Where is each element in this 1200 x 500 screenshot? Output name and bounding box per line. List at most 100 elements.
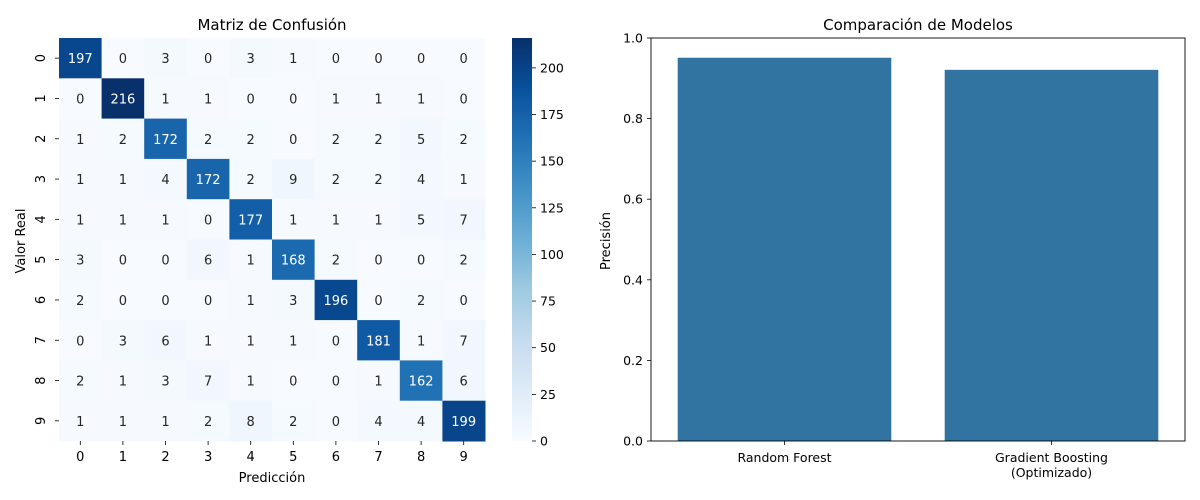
heatmap-cell-value: 2 xyxy=(374,173,382,188)
heatmap-cell-value: 0 xyxy=(460,92,468,107)
heatmap-cell-value: 0 xyxy=(374,52,382,67)
heatmap-cell xyxy=(59,78,103,120)
heatmap-cell xyxy=(314,239,358,281)
heatmap-cell xyxy=(399,78,443,120)
heatmap-cell xyxy=(442,199,486,240)
heatmap-cell xyxy=(144,360,188,402)
heatmap-cell-value: 2 xyxy=(417,294,425,309)
heatmap-x-tick-label: 5 xyxy=(289,450,297,465)
heatmap-cell xyxy=(229,239,273,281)
heatmap-y-axis-label: Valor Real xyxy=(14,209,29,274)
heatmap-x-axis-label: Predicción xyxy=(239,471,306,486)
heatmap-cell-value: 2 xyxy=(76,375,84,390)
heatmap-cell-value: 3 xyxy=(76,254,84,269)
heatmap-cell xyxy=(186,239,230,281)
heatmap-cell-value: 0 xyxy=(204,213,212,228)
heatmap-cell xyxy=(186,78,230,120)
heatmap-cell xyxy=(229,38,273,79)
colorbar-tick-label: 200 xyxy=(540,60,564,75)
heatmap-cell-value: 6 xyxy=(460,375,468,390)
heatmap-x-tick-label: 8 xyxy=(417,450,425,465)
heatmap-cell-value: 0 xyxy=(332,52,340,67)
heatmap-cell-value: 8 xyxy=(247,415,255,430)
heatmap-cell xyxy=(229,118,273,160)
heatmap-cell xyxy=(442,118,486,160)
heatmap-cell-value: 1 xyxy=(119,173,127,188)
bar-chart-x-ticks: Random Forest Gradient Boosting (Optimizad… xyxy=(737,441,1108,480)
heatmap-cell-value: 4 xyxy=(417,415,425,430)
heatmap-cell xyxy=(144,158,188,200)
heatmap-cell xyxy=(186,279,230,321)
heatmap-cell xyxy=(272,360,316,402)
heatmap-cell-value: 199 xyxy=(451,415,476,430)
heatmap-y-tick-label: 2 xyxy=(34,135,49,143)
heatmap-cell xyxy=(357,360,401,402)
heatmap-cell xyxy=(59,158,103,200)
heatmap-cell-value: 0 xyxy=(204,52,212,67)
heatmap-cell xyxy=(442,158,486,200)
heatmap-cell-value: 0 xyxy=(161,254,169,269)
heatmap-cell-value: 1 xyxy=(161,415,169,430)
heatmap-cell xyxy=(229,199,273,240)
heatmap-cell-value: 0 xyxy=(247,92,255,107)
heatmap-cell xyxy=(314,400,358,442)
heatmap-cell-value: 2 xyxy=(76,294,84,309)
heatmap-title: Matriz de Confusión xyxy=(197,16,346,34)
bar-chart-x-tick-label: Random Forest xyxy=(737,450,831,465)
heatmap-cell xyxy=(442,78,486,120)
heatmap-cell xyxy=(399,158,443,200)
heatmap-cell-value: 2 xyxy=(204,415,212,430)
heatmap-y-tick-label: 6 xyxy=(34,296,49,304)
heatmap-y-tick-label: 8 xyxy=(34,376,49,384)
heatmap-cell xyxy=(399,360,443,402)
heatmap-cell-value: 3 xyxy=(161,375,169,390)
heatmap-cell-value: 0 xyxy=(119,254,127,269)
heatmap-cell xyxy=(186,38,230,79)
heatmap-cell xyxy=(357,38,401,79)
heatmap-cell xyxy=(357,400,401,442)
heatmap-cell xyxy=(186,118,230,160)
heatmap-cell xyxy=(442,360,486,402)
heatmap-cell-value: 1 xyxy=(289,52,297,67)
heatmap-cell xyxy=(357,199,401,240)
heatmap-cell xyxy=(101,118,145,160)
heatmap-cell-value: 0 xyxy=(332,415,340,430)
heatmap-y-tick-label: 1 xyxy=(34,94,49,102)
heatmap-cell xyxy=(357,320,401,361)
bar xyxy=(677,57,892,441)
heatmap-cell-value: 0 xyxy=(76,334,84,349)
heatmap-cell xyxy=(101,78,145,120)
heatmap-cell xyxy=(144,38,188,79)
heatmap-cell xyxy=(399,118,443,160)
heatmap-cell-value: 2 xyxy=(247,173,255,188)
heatmap-cell-value: 2 xyxy=(460,133,468,148)
heatmap-cell-value: 0 xyxy=(374,254,382,269)
heatmap-cell-value: 1 xyxy=(247,334,255,349)
heatmap-cell-value: 0 xyxy=(417,52,425,67)
heatmap-cell xyxy=(399,279,443,321)
heatmap-cell-value: 168 xyxy=(281,254,306,269)
heatmap-cell xyxy=(186,199,230,240)
heatmap-cell-value: 197 xyxy=(68,52,93,67)
bar-chart-y-axis-label: Precisión xyxy=(599,212,614,270)
heatmap-cell-value: 1 xyxy=(460,173,468,188)
heatmap-cell xyxy=(272,38,316,79)
heatmap-cell xyxy=(442,239,486,281)
heatmap-cell-value: 1 xyxy=(119,213,127,228)
heatmap-cell-value: 5 xyxy=(417,133,425,148)
heatmap-cell-value: 181 xyxy=(366,334,391,349)
heatmap-cell xyxy=(186,320,230,361)
heatmap-cell xyxy=(272,118,316,160)
colorbar-tick-label: 75 xyxy=(540,294,556,309)
heatmap-cell xyxy=(101,400,145,442)
heatmap-cell-value: 2 xyxy=(332,133,340,148)
heatmap-cell xyxy=(399,199,443,240)
heatmap-cell xyxy=(357,78,401,120)
heatmap-cell xyxy=(59,279,103,321)
heatmap-cell xyxy=(144,320,188,361)
bar-chart-bars xyxy=(677,57,1159,441)
heatmap-cell-value: 172 xyxy=(153,133,178,148)
heatmap-x-tick-label: 7 xyxy=(374,450,382,465)
